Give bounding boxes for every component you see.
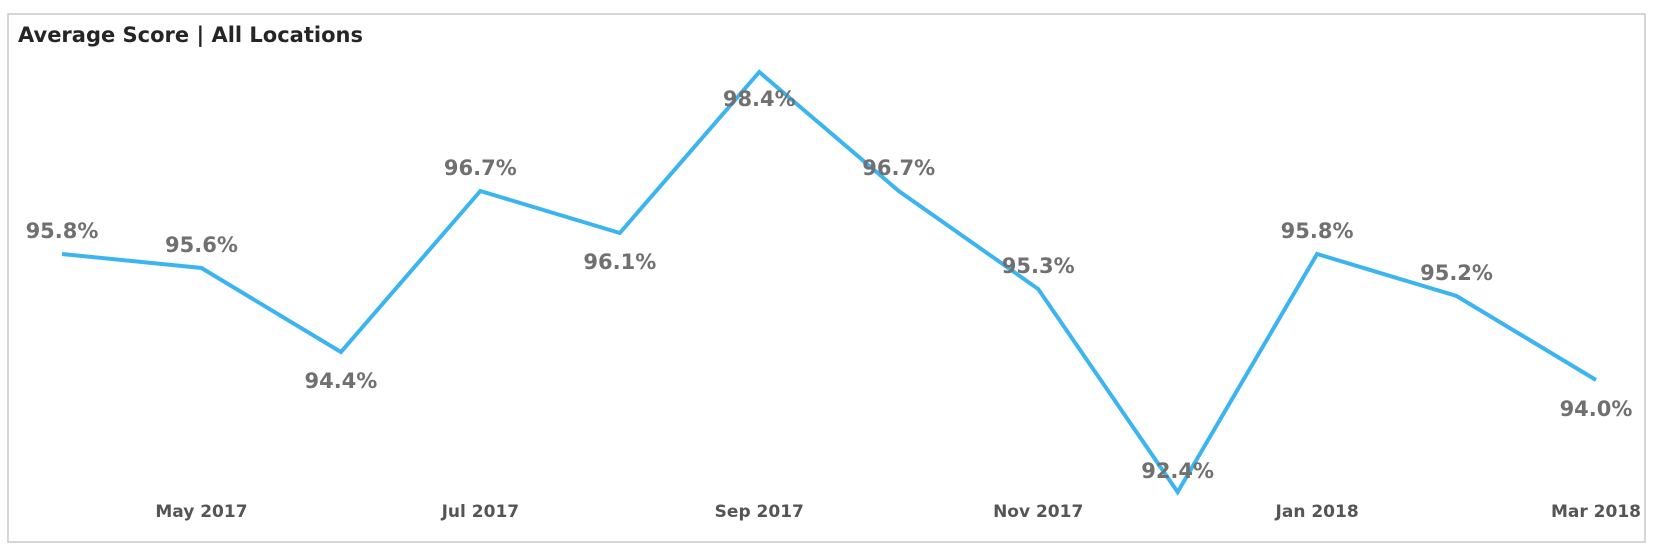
chart-title: Average Score | All Locations xyxy=(18,23,363,48)
data-label: 95.3% xyxy=(1002,254,1075,278)
data-line xyxy=(61,69,1598,496)
x-tick-label: Jul 2017 xyxy=(441,502,520,522)
x-tick-label: Sep 2017 xyxy=(715,502,804,522)
chart-frame xyxy=(7,13,1646,543)
x-tick-label: Mar 2018 xyxy=(1551,502,1641,522)
x-tick-label: Nov 2017 xyxy=(993,502,1083,522)
data-label: 92.4% xyxy=(1141,459,1214,483)
data-label: 94.0% xyxy=(1560,397,1633,421)
data-label: 96.1% xyxy=(583,250,656,274)
x-tick-label: May 2017 xyxy=(155,502,247,522)
data-label: 95.8% xyxy=(1281,219,1354,243)
data-label: 94.4% xyxy=(304,369,377,393)
data-label: 98.4% xyxy=(723,87,796,111)
data-label: 95.2% xyxy=(1420,261,1493,285)
data-label: 96.7% xyxy=(444,156,517,180)
data-label: 95.6% xyxy=(165,233,238,257)
data-label: 96.7% xyxy=(862,156,935,180)
x-tick-label: Jan 2018 xyxy=(1275,502,1359,522)
data-label: 95.8% xyxy=(26,219,99,243)
